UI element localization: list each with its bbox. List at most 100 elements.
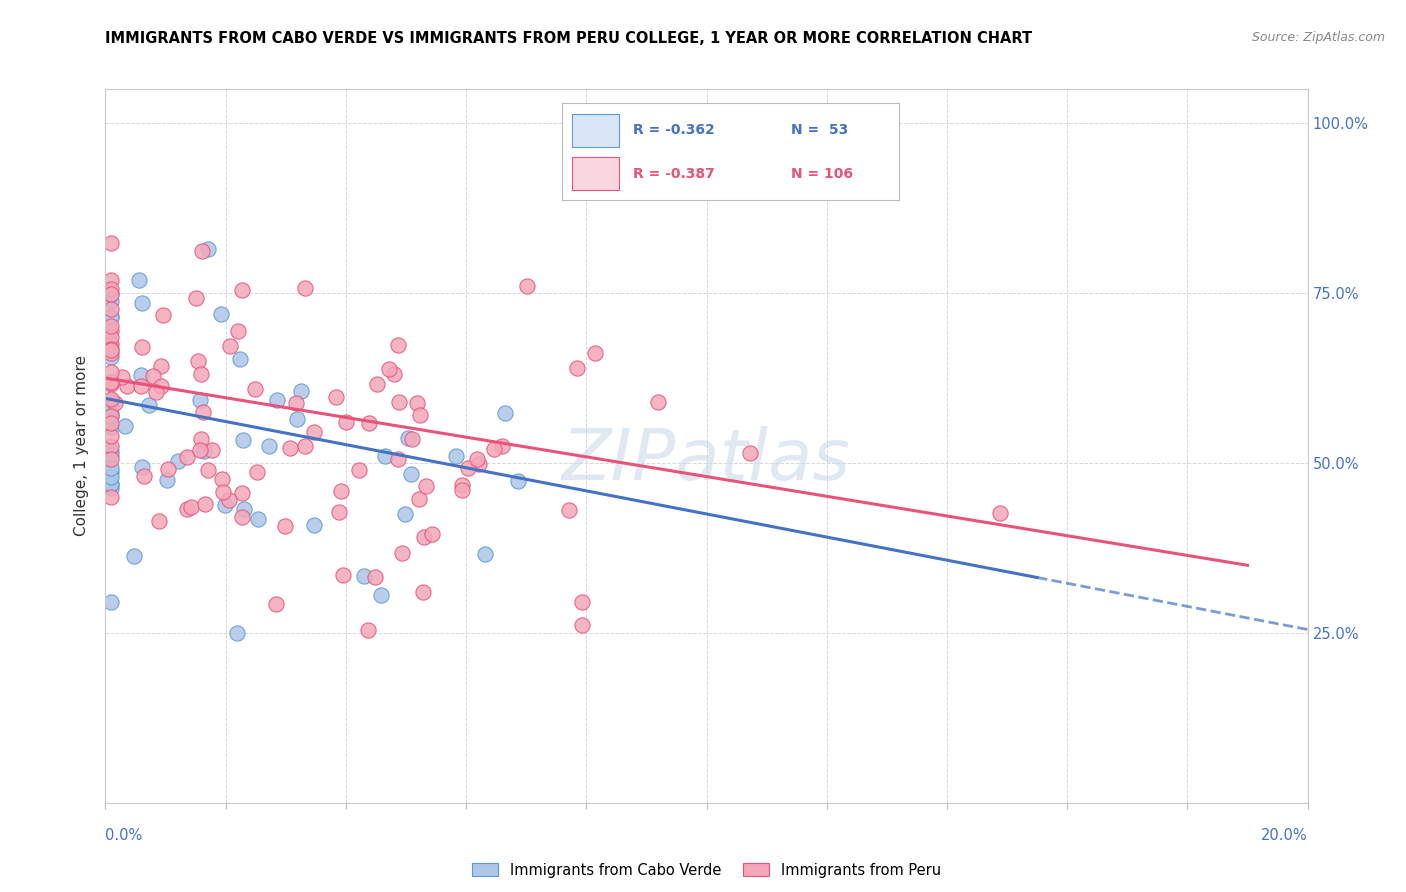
Point bbox=[335, 415, 357, 429]
Point bbox=[115, 378, 138, 392]
Point bbox=[450, 478, 472, 492]
Point bbox=[100, 310, 122, 324]
Point bbox=[100, 324, 122, 338]
Point bbox=[100, 448, 122, 462]
Point bbox=[152, 308, 174, 322]
Point bbox=[370, 588, 392, 602]
Point bbox=[332, 568, 354, 582]
Point bbox=[190, 244, 212, 259]
Point bbox=[100, 330, 122, 344]
Point bbox=[209, 306, 232, 320]
Point bbox=[378, 362, 401, 376]
Point bbox=[388, 395, 411, 409]
Point bbox=[194, 497, 217, 511]
Point bbox=[266, 393, 288, 408]
Point bbox=[294, 281, 316, 295]
Point bbox=[100, 470, 122, 484]
Point bbox=[274, 519, 297, 533]
Point bbox=[226, 324, 249, 338]
Point bbox=[145, 384, 167, 399]
Point bbox=[100, 451, 122, 466]
Point bbox=[394, 507, 416, 521]
Point bbox=[100, 407, 122, 421]
Point bbox=[347, 463, 370, 477]
Point bbox=[131, 460, 153, 475]
Point bbox=[420, 527, 443, 541]
Point bbox=[232, 433, 254, 447]
Point bbox=[124, 549, 146, 563]
Point bbox=[353, 568, 375, 582]
Point bbox=[100, 337, 122, 351]
Point bbox=[129, 378, 152, 392]
Point bbox=[100, 417, 122, 431]
Point bbox=[111, 370, 134, 384]
Point bbox=[156, 461, 179, 475]
Point bbox=[100, 490, 122, 504]
Point bbox=[290, 384, 312, 398]
Point bbox=[508, 475, 530, 489]
Point bbox=[491, 440, 513, 454]
Point bbox=[294, 439, 316, 453]
Point bbox=[214, 498, 236, 512]
Point bbox=[100, 318, 122, 333]
Point bbox=[406, 396, 429, 410]
Point bbox=[100, 342, 122, 356]
Point bbox=[415, 479, 437, 493]
Point bbox=[374, 450, 396, 464]
Y-axis label: College, 1 year or more: College, 1 year or more bbox=[75, 356, 90, 536]
Point bbox=[190, 367, 212, 381]
Point bbox=[218, 493, 240, 508]
Text: 20.0%: 20.0% bbox=[1261, 828, 1308, 843]
Point bbox=[738, 446, 761, 460]
Point bbox=[391, 546, 413, 560]
Point bbox=[412, 584, 434, 599]
Point bbox=[100, 343, 122, 357]
Point bbox=[328, 505, 350, 519]
Point bbox=[231, 283, 253, 297]
Point bbox=[494, 406, 516, 420]
Point bbox=[990, 506, 1012, 520]
Point bbox=[100, 286, 122, 301]
Text: 0.0%: 0.0% bbox=[105, 828, 142, 843]
Point bbox=[247, 512, 270, 526]
Point bbox=[211, 472, 233, 486]
Point bbox=[149, 379, 172, 393]
Point bbox=[465, 451, 488, 466]
Point bbox=[257, 439, 280, 453]
Point bbox=[128, 273, 150, 287]
Point bbox=[187, 354, 209, 368]
Point bbox=[359, 416, 381, 430]
Point bbox=[516, 279, 538, 293]
Point bbox=[184, 291, 207, 305]
Point bbox=[100, 377, 122, 392]
Point bbox=[329, 484, 352, 499]
Point bbox=[450, 483, 472, 498]
Point bbox=[100, 375, 122, 389]
Point bbox=[176, 450, 198, 464]
Point bbox=[444, 450, 467, 464]
Point bbox=[100, 409, 122, 424]
Point bbox=[387, 338, 409, 352]
Point bbox=[100, 301, 122, 316]
Point bbox=[193, 443, 215, 458]
Text: Source: ZipAtlas.com: Source: ZipAtlas.com bbox=[1251, 31, 1385, 45]
Text: ZIPatlas: ZIPatlas bbox=[562, 425, 851, 495]
Point bbox=[583, 346, 606, 360]
Point bbox=[229, 351, 252, 366]
Point bbox=[304, 518, 326, 533]
Point bbox=[138, 398, 160, 412]
Point bbox=[211, 485, 233, 500]
Point bbox=[287, 412, 309, 426]
Point bbox=[100, 477, 122, 491]
Point bbox=[364, 570, 387, 584]
Point bbox=[180, 500, 202, 515]
Point bbox=[100, 350, 122, 364]
Point bbox=[100, 595, 122, 609]
Text: IMMIGRANTS FROM CABO VERDE VS IMMIGRANTS FROM PERU COLLEGE, 1 YEAR OR MORE CORRE: IMMIGRANTS FROM CABO VERDE VS IMMIGRANTS… bbox=[105, 31, 1032, 46]
Point bbox=[302, 425, 325, 439]
Point bbox=[167, 454, 190, 468]
Point bbox=[100, 409, 122, 424]
Point bbox=[231, 509, 253, 524]
Point bbox=[100, 273, 122, 287]
Point bbox=[100, 392, 122, 406]
